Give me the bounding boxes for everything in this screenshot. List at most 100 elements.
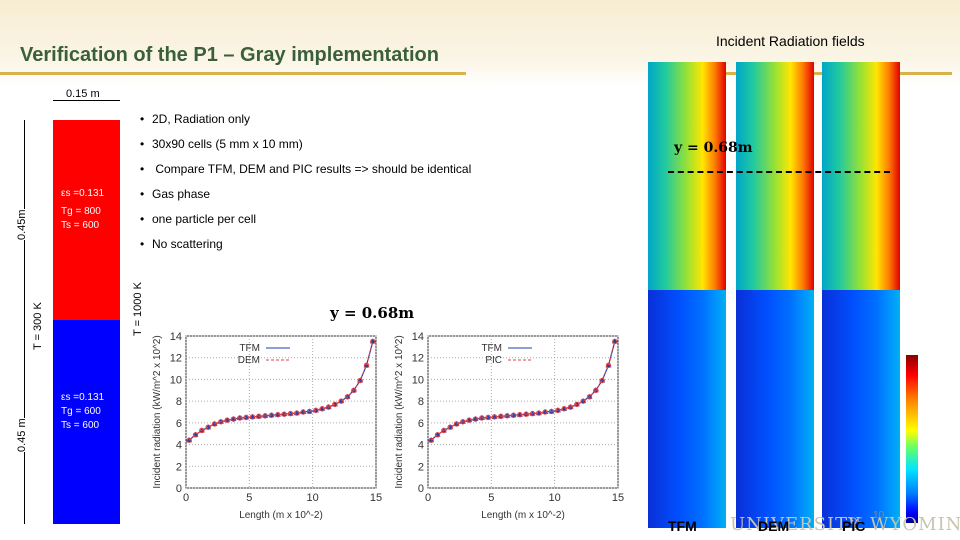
data-point [332,401,338,408]
bullet-item: • Gas phase [140,187,211,201]
page-number: 10 [873,510,885,521]
data-point [344,394,351,400]
label-dem: DEM [758,518,790,534]
data-point [293,410,300,416]
data-point [599,377,605,384]
y-tick-label: 8 [176,396,182,408]
colorbar-tick: 2e+7 [920,486,941,496]
bullet-text: Compare TFM, DEM and PIC results => shou… [152,162,472,176]
data-point [319,406,325,412]
y-tick-label: 12 [412,353,424,365]
label-tfm: TFM [668,518,697,534]
data-point [294,410,300,416]
data-point [542,409,548,415]
data-point [510,412,517,418]
data-point [535,410,542,416]
y-tick-label: 4 [418,440,424,452]
x-tick-label: 10 [307,492,319,504]
data-point [338,398,344,404]
x-tick-label: 5 [488,492,494,504]
data-point [466,417,472,423]
upper-domain-block: εs =0.131 Tg = 800 Ts = 600 [53,120,120,320]
y-axis-label: Incident radiation (kW/m^2 x 10^2) [394,335,405,488]
data-point [561,406,567,412]
fields-subtitle: Incident Radiation fields [716,33,865,49]
data-point [306,408,313,415]
plot-heading: y = 0.68m [330,304,415,322]
data-point [555,407,561,414]
data-point [243,414,249,421]
header-rule-left [0,72,466,75]
data-point [523,411,529,417]
x-tick-label: 15 [612,492,624,504]
bullet-item: • No scattering [140,237,223,251]
data-point [357,377,363,384]
data-point [498,413,504,420]
lower-domain-block: εs =0.131 Tg = 600 Ts = 600 [53,320,120,524]
data-point [428,437,434,443]
chart-tfm-dem: 0 2 4 6 8 10 12 14 0 5 10 15 Length (m x 10^-2) Incid… [152,331,382,521]
data-point [593,387,599,393]
series-line [188,341,374,441]
y-tick-label: 14 [170,331,182,343]
y-tick-label: 4 [176,440,182,452]
upper-block-emissivity: εs =0.131 [61,188,105,199]
data-point [237,415,243,421]
chart-tfm-pic: 0 2 4 6 8 10 12 14 0 5 10 15 Length (m x 10^-2) Incid… [394,331,624,521]
data-point [199,427,205,434]
slide-title: Verification of the P1 – Gray implementa… [20,44,439,66]
x-tick-label: 10 [549,492,561,504]
data-point [186,437,192,443]
y-tick-label: 2 [418,461,424,473]
data-point [574,401,580,408]
x-tick-label: 0 [183,492,189,504]
bullet-list: • 2D, Radiation only • 30x90 cells (5 mm x… [140,112,471,262]
data-point [218,419,224,425]
colorbar [906,355,918,523]
data-point [370,338,376,345]
bullet-text: 30x90 cells (5 mm x 10 mm) [152,137,303,151]
data-point [491,413,498,419]
y-tick-label: 2 [176,461,182,473]
data-point [275,412,281,418]
legend-label: TFM [481,343,502,354]
bullet-text: 2D, Radiation only [152,112,251,126]
data-point [611,338,618,344]
x-axis-label: Length (m x 10^-2) [481,510,565,521]
upper-height-label: 0.45m [16,209,28,240]
data-point [434,432,441,438]
series-line [430,341,616,441]
width-label: 0.15 m [64,88,102,100]
x-axis-label: Length (m x 10^-2) [239,510,323,521]
field-heading: y = 0.68m [674,140,753,156]
field-panel-dem-lower [736,290,814,528]
legend-label: PIC [485,355,502,366]
upper-block-solid-temp: Ts = 600 [61,220,100,231]
university-of: OF [850,516,863,526]
sample-line [668,171,890,173]
data-point [472,416,479,422]
y-axis-label: Incident radiation (kW/m^2 x 10^2) [152,335,163,488]
data-point [357,377,364,383]
label-pic: PIC [842,518,866,534]
data-point [249,414,256,420]
bullet-text: No scattering [152,237,223,251]
data-point [369,338,376,344]
bullet-item: • 2D, Radiation only [140,112,251,126]
data-point [211,421,218,427]
lower-block-gas-temp: Tg = 600 [61,406,101,417]
data-point [510,412,517,418]
y-tick-label: 6 [418,418,424,430]
data-point [313,407,319,414]
legend-label: TFM [239,343,260,354]
width-dimension-line [53,100,120,101]
data-point [504,413,510,419]
state-wordmark: WYOMING [870,514,960,535]
data-point [230,416,237,422]
lower-block-solid-temp: Ts = 600 [61,420,100,431]
y-tick-label: 10 [170,374,182,386]
data-point [491,414,498,420]
lower-block-emissivity: εs =0.131 [61,392,105,403]
y-tick-label: 10 [412,374,424,386]
data-point [249,413,256,419]
